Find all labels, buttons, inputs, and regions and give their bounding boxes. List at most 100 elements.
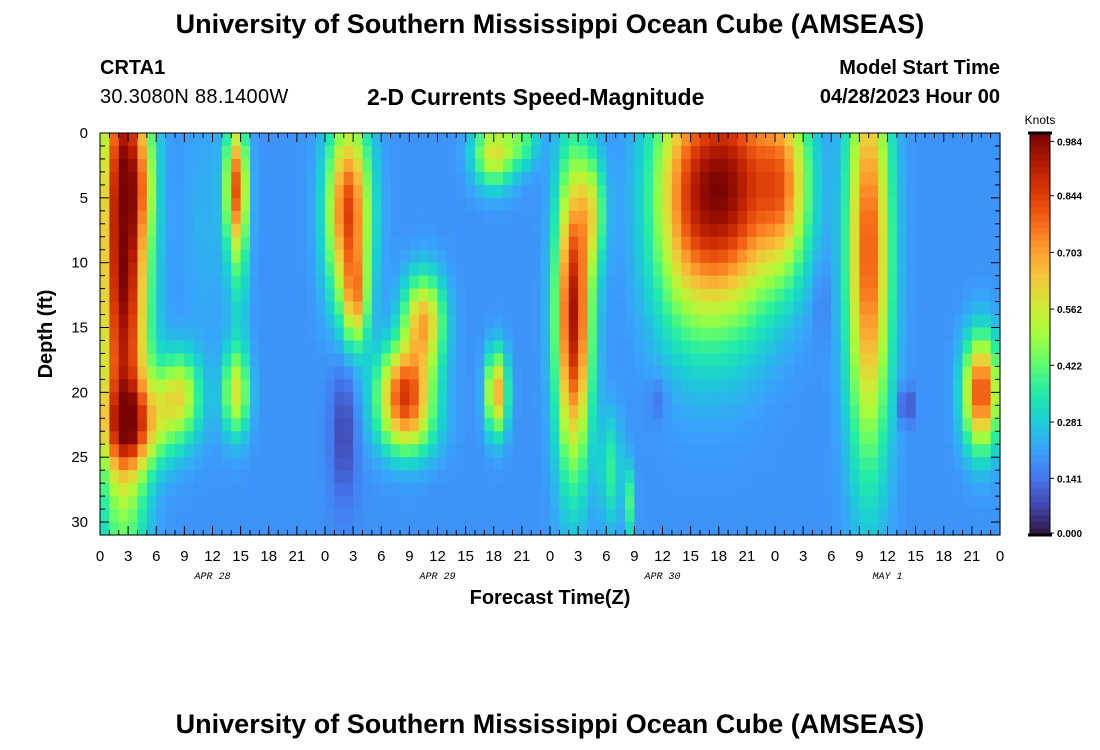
heatmap-cell xyxy=(268,353,279,368)
heatmap-cell xyxy=(446,171,457,186)
heatmap-cell xyxy=(559,197,570,212)
heatmap-cell xyxy=(156,184,167,199)
heatmap-cell xyxy=(475,275,485,290)
heatmap-cell xyxy=(184,353,195,368)
heatmap-cell xyxy=(465,522,476,536)
colorbar-segment xyxy=(1030,213,1050,221)
heatmap-cell xyxy=(634,379,645,393)
heatmap-cell xyxy=(428,223,439,238)
heatmap-cell xyxy=(334,314,345,329)
heatmap-cell xyxy=(587,470,598,484)
heatmap-cell xyxy=(175,483,185,497)
heatmap-cell xyxy=(812,288,823,303)
heatmap-cell xyxy=(643,418,654,432)
heatmap-cell xyxy=(568,392,579,406)
heatmap-cell xyxy=(128,197,139,212)
heatmap-cell xyxy=(268,197,279,212)
heatmap-cell xyxy=(568,353,579,368)
heatmap-cell xyxy=(240,496,251,510)
heatmap-cell xyxy=(765,133,776,147)
heatmap-cell xyxy=(475,496,485,510)
heatmap-cell xyxy=(146,483,157,497)
heatmap-cell xyxy=(418,301,429,316)
heatmap-cell xyxy=(362,223,373,238)
heatmap-cell xyxy=(334,509,345,523)
heatmap-cell xyxy=(606,262,617,277)
heatmap-cell xyxy=(568,340,579,355)
heatmap-cell xyxy=(278,366,289,380)
colorbar-segment xyxy=(1030,414,1050,422)
heatmap-cell xyxy=(315,184,326,199)
heatmap-cell xyxy=(793,145,804,160)
heatmap-cell xyxy=(840,314,851,329)
colorbar-segment xyxy=(1030,173,1050,181)
colorbar-segment xyxy=(1030,367,1050,375)
heatmap-cell xyxy=(240,327,251,342)
heatmap-cell xyxy=(465,431,476,445)
heatmap-cell xyxy=(971,457,982,471)
heatmap-cell xyxy=(456,340,467,355)
heatmap-cell xyxy=(559,509,570,523)
heatmap-cell xyxy=(231,301,242,316)
heatmap-cell xyxy=(653,171,664,186)
heatmap-cell xyxy=(437,262,448,277)
heatmap-cell xyxy=(625,379,635,393)
heatmap-cell xyxy=(971,509,982,523)
heatmap-cell xyxy=(878,392,889,406)
heatmap-cell xyxy=(512,223,523,238)
heatmap-cell xyxy=(428,236,439,251)
heatmap-cell xyxy=(362,483,373,497)
heatmap-cell xyxy=(634,353,645,368)
heatmap-cell xyxy=(906,392,917,406)
heatmap-cell xyxy=(606,288,617,303)
heatmap-cell xyxy=(128,223,139,238)
heatmap-cell xyxy=(296,522,307,536)
heatmap-cell xyxy=(371,509,382,523)
heatmap-cell xyxy=(906,197,917,212)
heatmap-cell xyxy=(475,470,485,484)
heatmap-cell xyxy=(259,366,270,380)
heatmap-cell xyxy=(128,340,139,355)
heatmap-cell xyxy=(371,133,382,147)
heatmap-cell xyxy=(306,444,317,458)
heatmap-cell xyxy=(671,431,682,445)
heatmap-cell xyxy=(362,405,373,419)
heatmap-cell xyxy=(831,405,842,419)
heatmap-cell xyxy=(512,327,523,342)
heatmap-cell xyxy=(371,197,382,212)
heatmap-cell xyxy=(709,444,720,458)
heatmap-cell xyxy=(953,392,964,406)
heatmap-cell xyxy=(409,145,420,160)
heatmap-cell xyxy=(437,145,448,160)
heatmap-cell xyxy=(521,301,532,316)
heatmap-cell xyxy=(746,288,757,303)
heatmap-cell xyxy=(212,327,223,342)
heatmap-cell xyxy=(156,405,167,419)
heatmap-cell xyxy=(550,301,560,316)
heatmap-cell xyxy=(390,145,401,160)
heatmap-cell xyxy=(475,314,485,329)
heatmap-cell xyxy=(803,171,814,186)
heatmap-cell xyxy=(484,431,495,445)
heatmap-cell xyxy=(831,379,842,393)
heatmap-cell xyxy=(250,379,260,393)
heatmap-cell xyxy=(662,444,673,458)
heatmap-cell xyxy=(784,275,795,290)
heatmap-cell xyxy=(596,366,607,380)
heatmap-cell xyxy=(831,262,842,277)
colorbar-tick-label: 0.984 xyxy=(1057,137,1082,148)
heatmap-cell xyxy=(240,184,251,199)
heatmap-cell xyxy=(906,223,917,238)
heatmap-cell xyxy=(371,145,382,160)
heatmap-cell xyxy=(896,275,907,290)
heatmap-cell xyxy=(559,249,570,264)
heatmap-cell xyxy=(868,197,879,212)
heatmap-cell xyxy=(193,522,204,536)
heatmap-cell xyxy=(437,431,448,445)
heatmap-cell xyxy=(437,470,448,484)
heatmap-cell xyxy=(737,301,748,316)
heatmap-cell xyxy=(690,249,701,264)
heatmap-cell xyxy=(268,340,279,355)
heatmap-cell xyxy=(268,405,279,419)
heatmap-cell xyxy=(934,457,945,471)
